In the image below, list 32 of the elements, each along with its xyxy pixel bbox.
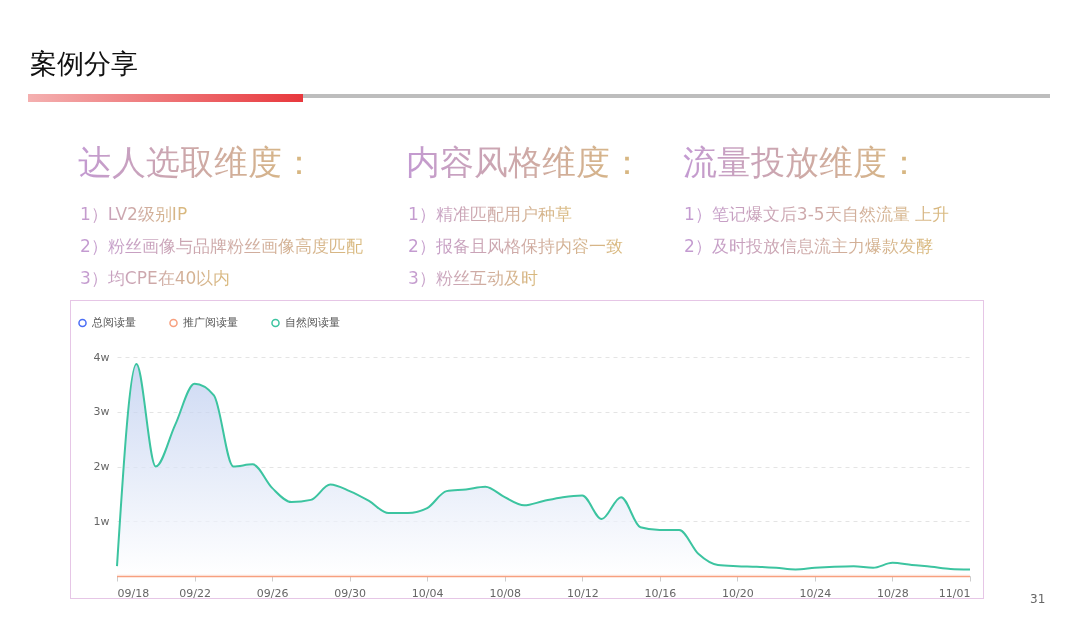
- x-tick-label: 10/24: [799, 586, 832, 600]
- y-tick-label: 1w: [93, 514, 110, 528]
- text: 3）粉丝互动及时: [408, 267, 538, 290]
- x-tick-label: 10/20: [722, 586, 754, 600]
- legend-label: 推广阅读量: [183, 315, 238, 329]
- text: 内容风格维度：: [406, 140, 644, 186]
- x-tick-label: 10/04: [411, 586, 444, 600]
- text: 2）报备且风格保持内容一致: [408, 235, 623, 258]
- legend-label: 自然阅读量: [285, 315, 340, 329]
- text: 1）笔记爆文后3-5天自然流量 上升: [684, 203, 949, 226]
- text: 达人选取维度：: [78, 140, 316, 186]
- text: 1）LV2级别IP: [80, 203, 188, 226]
- x-tick-label: 10/16: [644, 586, 677, 600]
- x-tick-label: 10/12: [566, 586, 599, 600]
- x-tick-label: 10/28: [877, 586, 909, 600]
- y-tick-label: 2w: [93, 460, 110, 473]
- x-tick-label: 09/22: [179, 586, 211, 600]
- text: 3）均CPE在40以内: [80, 267, 231, 290]
- text: 1）精准匹配用户种草: [408, 203, 572, 226]
- text: 2）及时投放信息流主力爆款发酵: [684, 235, 933, 258]
- text: 31: [1030, 592, 1046, 606]
- legend-label: 总阅读量: [91, 315, 136, 329]
- y-tick-label: 3w: [93, 405, 110, 419]
- x-tick-label: 11/01: [938, 586, 971, 600]
- x-tick-label: 10/08: [489, 586, 522, 600]
- y-tick-label: 4w: [93, 350, 110, 364]
- x-tick-label: 09/30: [334, 586, 366, 600]
- x-tick-label: 09/26: [256, 586, 289, 600]
- chart-title: 案例分享: [30, 47, 138, 81]
- x-tick-label: 09/18: [117, 586, 150, 600]
- text: 流量投放维度：: [683, 140, 921, 186]
- text: 2）粉丝画像与品牌粉丝画像高度匹配: [80, 235, 363, 258]
